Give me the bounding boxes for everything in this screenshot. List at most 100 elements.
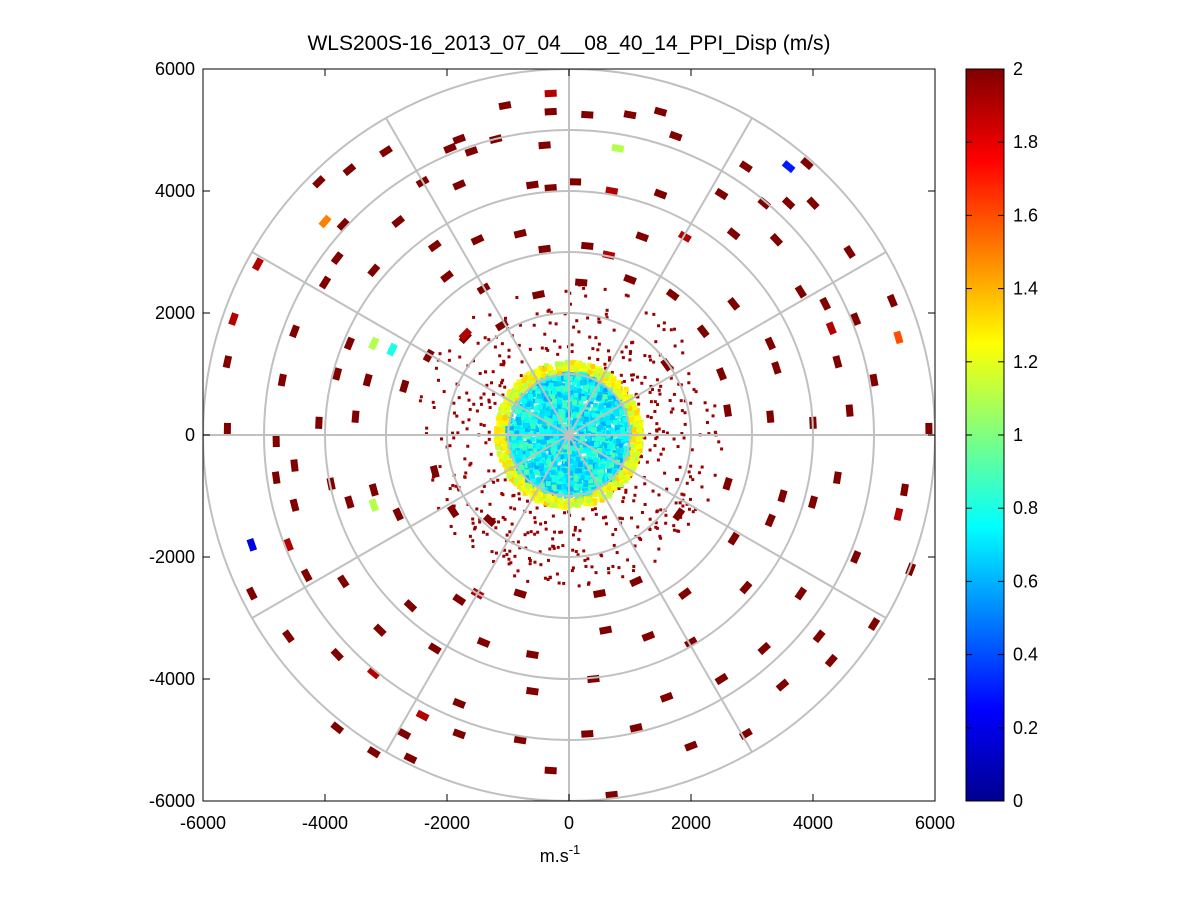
core-mark: [560, 375, 566, 381]
data-point: [769, 233, 784, 247]
core-mark: [517, 475, 523, 481]
speckle-mark: [448, 487, 452, 491]
core-mark: [561, 478, 567, 484]
core-mark: [598, 404, 604, 410]
colorbar-ticks: 0 0.2 0.4 0.6 0.8 1 1.2 1.4 1.6 1.8 2: [966, 59, 1038, 811]
core-mark: [572, 418, 578, 424]
speckle-mark: [490, 550, 494, 554]
speckle-mark: [711, 414, 715, 418]
speckle-mark: [610, 370, 614, 374]
speckle-mark: [449, 524, 453, 528]
speckle-mark: [548, 547, 552, 551]
core-mark: [579, 426, 585, 432]
core-mark: [533, 447, 539, 453]
speckle-mark: [686, 522, 690, 526]
speckle-mark: [607, 358, 611, 362]
core-mark: [554, 361, 560, 367]
speckle-mark: [436, 378, 440, 382]
data-point: [900, 483, 909, 497]
core-mark: [585, 470, 591, 476]
data-point: [800, 156, 814, 171]
speckle-mark: [526, 579, 530, 583]
speckle-mark: [533, 560, 537, 564]
speckle-mark: [577, 584, 581, 588]
core-mark: [558, 361, 564, 367]
speckle-mark: [596, 348, 600, 352]
azimuth-spoke: [385, 434, 570, 753]
core-mark: [570, 360, 576, 366]
speckle-mark: [639, 538, 643, 542]
core-mark: [630, 456, 636, 462]
speckle-mark: [657, 324, 661, 328]
core-mark: [537, 434, 543, 440]
speckle-mark: [604, 522, 608, 526]
core-mark: [508, 393, 514, 399]
data-point: [452, 179, 467, 191]
core-mark: [573, 392, 579, 398]
core-mark: [607, 443, 613, 449]
core-mark: [528, 393, 534, 399]
core-mark: [573, 451, 579, 457]
speckle-mark: [717, 440, 721, 444]
core-mark: [591, 392, 597, 398]
speckle-mark: [452, 401, 456, 405]
core-mark: [619, 479, 625, 485]
core-mark: [596, 418, 602, 424]
core-mark: [525, 485, 531, 491]
speckle-mark: [656, 403, 660, 407]
speckle-mark: [604, 515, 608, 519]
speckle-mark: [653, 444, 657, 448]
speckle-mark: [485, 532, 489, 536]
core-mark: [632, 405, 638, 411]
data-point: [775, 678, 790, 692]
data-point: [629, 575, 644, 588]
core-mark: [511, 446, 517, 452]
speckle-mark: [502, 361, 506, 365]
speckle-mark: [681, 351, 685, 355]
core-mark: [520, 422, 526, 428]
speckle-mark: [438, 465, 442, 469]
speckle-mark: [594, 512, 598, 516]
speckle-mark: [644, 311, 648, 315]
core-mark: [623, 434, 629, 440]
speckle-mark: [540, 346, 544, 350]
speckle-mark: [546, 558, 550, 562]
core-mark: [586, 362, 592, 368]
core-mark: [552, 461, 558, 467]
core-mark: [541, 459, 547, 465]
data-point: [696, 324, 710, 339]
speckle-mark: [586, 316, 590, 320]
core-mark: [594, 410, 600, 416]
data-point: [723, 404, 732, 418]
speckle-mark: [651, 489, 655, 493]
speckle-mark: [564, 289, 568, 293]
core-mark: [493, 431, 499, 437]
core-mark: [618, 434, 624, 440]
data-point: [427, 642, 442, 655]
data-point: [867, 617, 881, 632]
core-mark: [568, 470, 574, 476]
core-mark: [615, 381, 621, 387]
core-mark: [527, 383, 533, 389]
core-mark: [543, 434, 549, 440]
core-mark: [547, 419, 553, 425]
core-mark: [625, 475, 631, 481]
speckle-mark: [473, 525, 477, 529]
speckle-mark: [678, 501, 682, 505]
speckle-mark: [622, 379, 626, 383]
core-mark: [580, 447, 586, 453]
core-mark: [622, 395, 628, 401]
core-mark: [501, 425, 507, 431]
core-mark: [635, 440, 641, 446]
core-mark: [550, 394, 556, 400]
core-mark: [584, 431, 590, 437]
core-mark: [515, 416, 521, 422]
core-mark: [602, 387, 608, 393]
core-mark: [581, 442, 587, 448]
core-mark: [563, 444, 569, 450]
core-mark: [522, 384, 528, 390]
speckle-mark: [505, 533, 509, 537]
core-mark: [532, 442, 538, 448]
data-point: [422, 348, 435, 363]
speckle-mark: [620, 350, 624, 354]
